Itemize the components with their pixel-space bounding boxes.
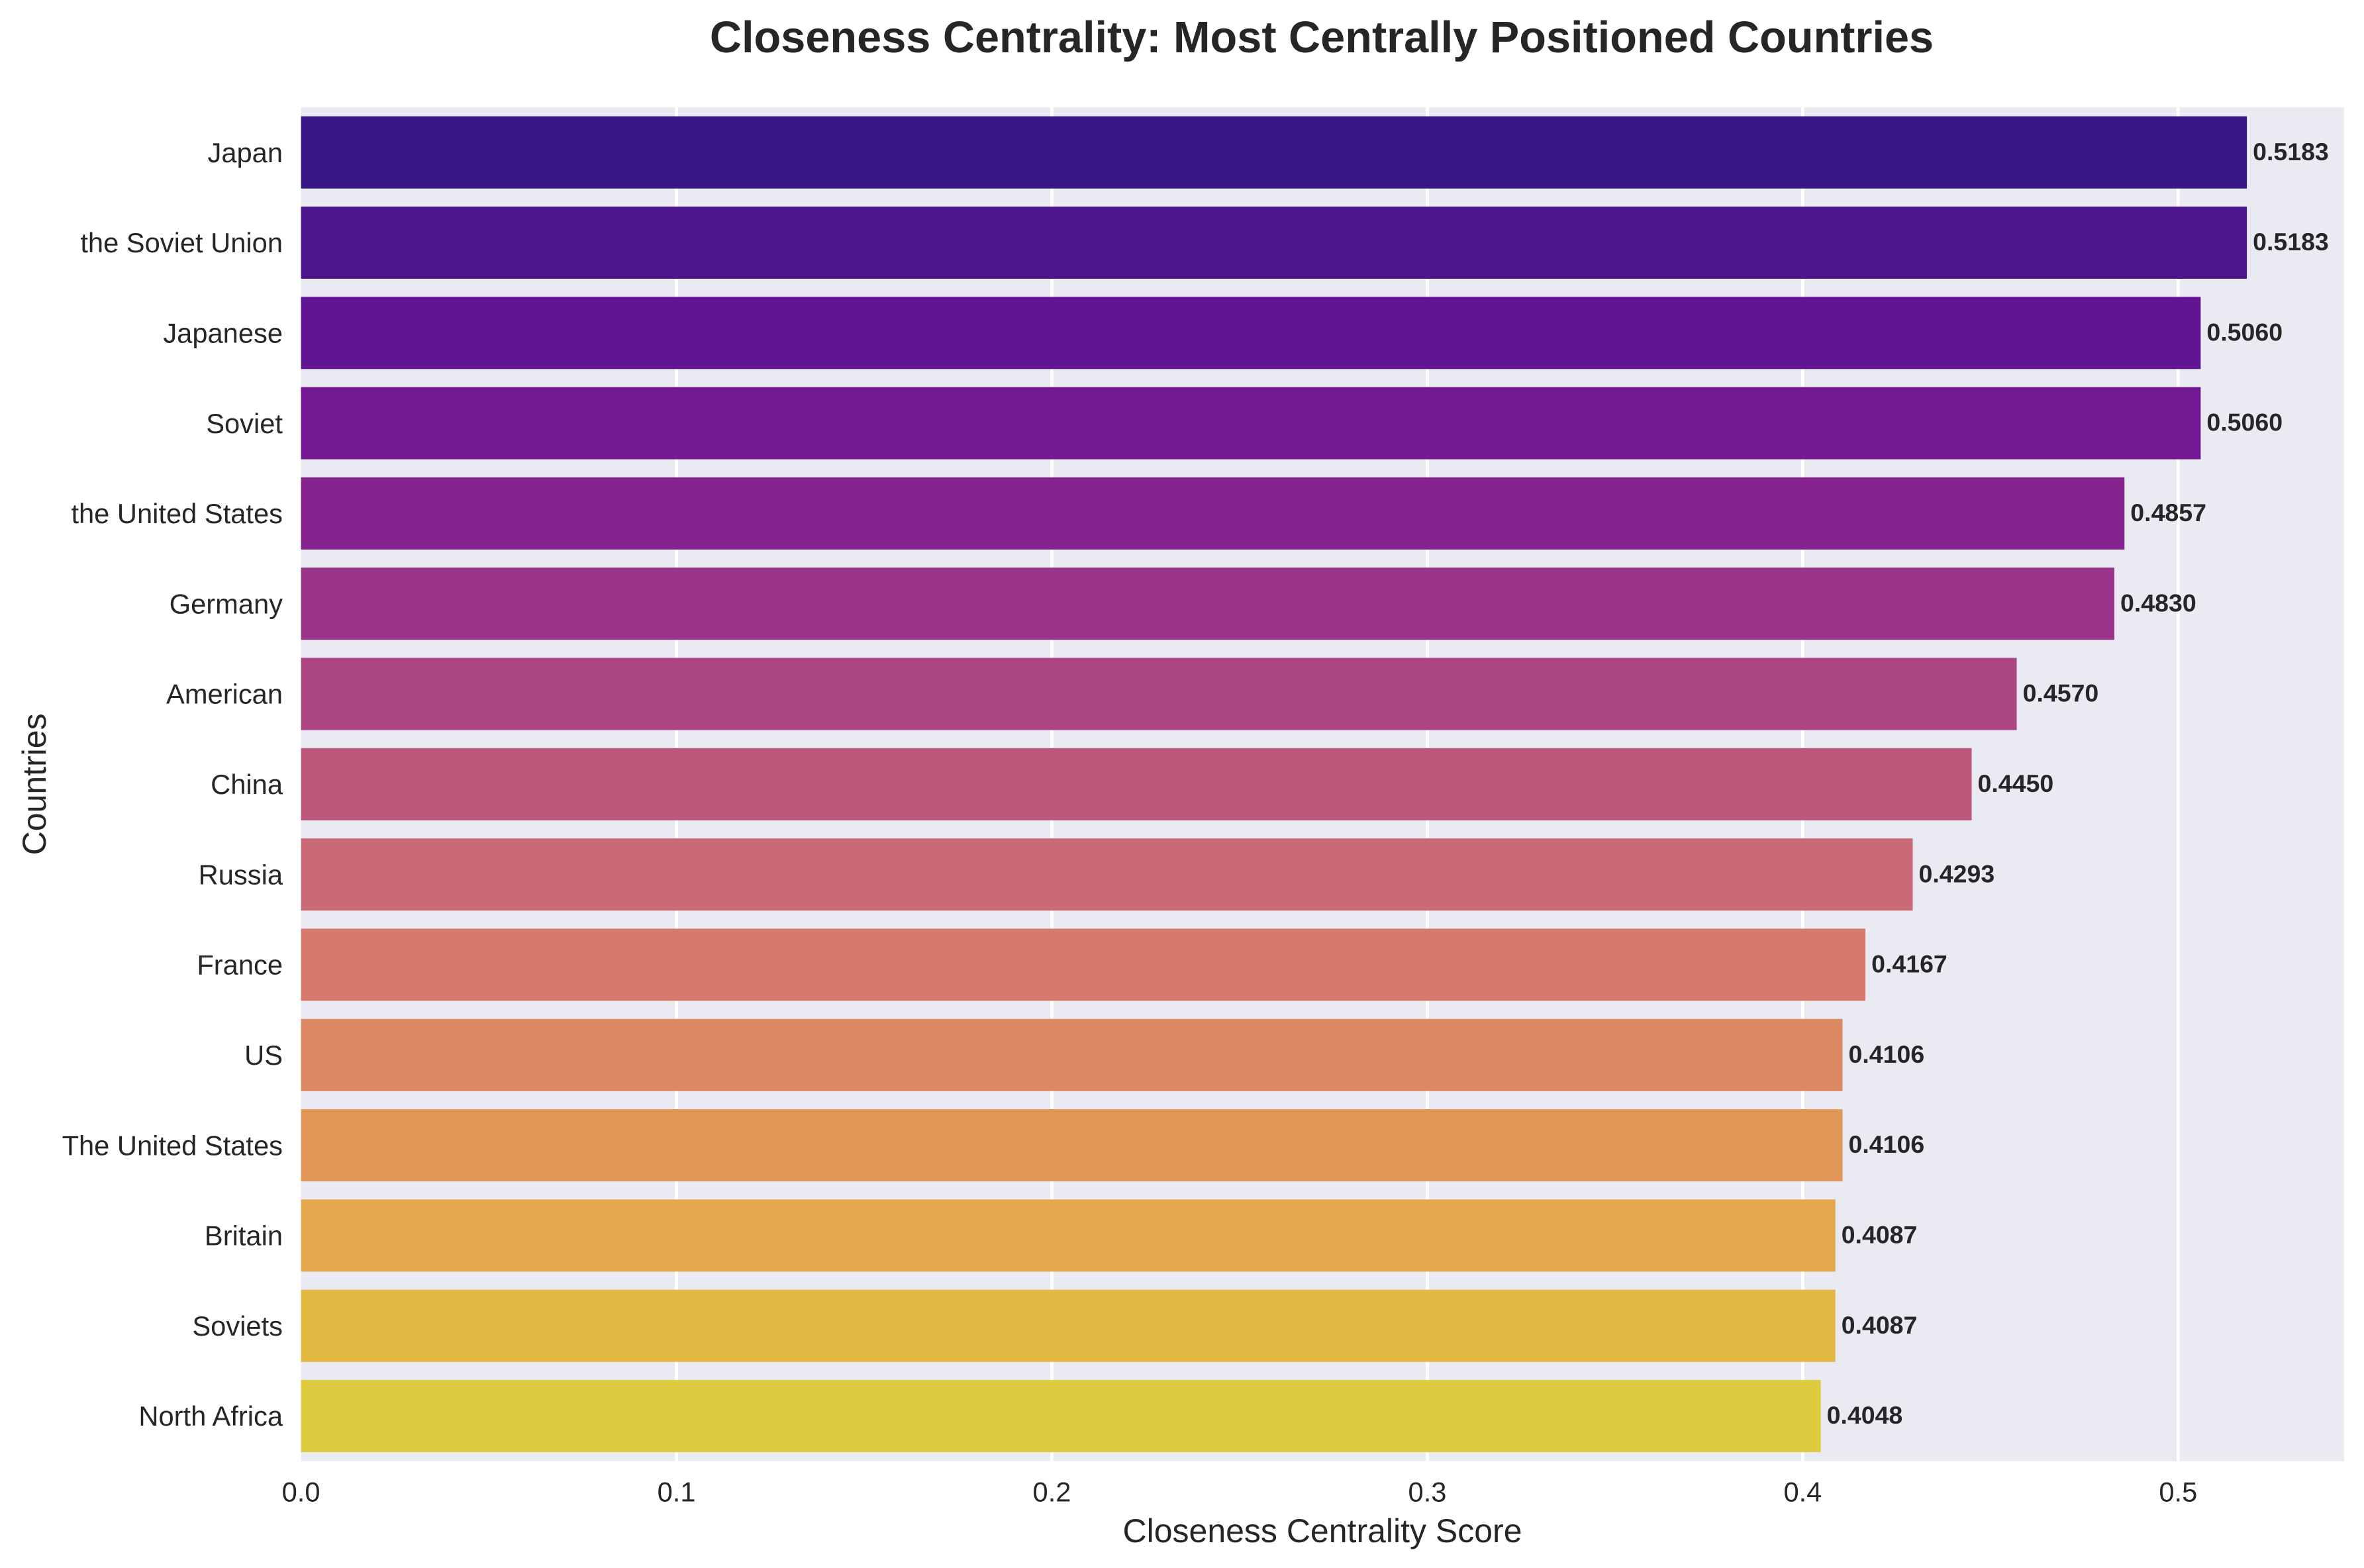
svg-text:0.5: 0.5	[2159, 1477, 2197, 1508]
svg-text:0.4570: 0.4570	[2023, 679, 2099, 707]
svg-text:Closeness Centrality: Most Cen: Closeness Centrality: Most Centrally Pos…	[710, 13, 1934, 62]
svg-text:North Africa: North Africa	[138, 1400, 283, 1432]
svg-text:Soviet: Soviet	[206, 408, 283, 439]
svg-text:0.5183: 0.5183	[2253, 138, 2329, 166]
svg-text:0.4167: 0.4167	[1871, 950, 1947, 978]
svg-text:0.5060: 0.5060	[2206, 318, 2283, 346]
svg-text:American: American	[166, 679, 283, 710]
svg-text:0.4830: 0.4830	[2120, 589, 2196, 616]
svg-text:0.5060: 0.5060	[2206, 409, 2283, 436]
svg-text:Russia: Russia	[199, 859, 283, 890]
svg-text:0.4293: 0.4293	[1919, 859, 1995, 887]
svg-text:0.4087: 0.4087	[1842, 1311, 1918, 1339]
svg-text:0.4857: 0.4857	[2130, 499, 2206, 526]
svg-text:0.4: 0.4	[1783, 1477, 1822, 1508]
svg-text:0.2: 0.2	[1033, 1477, 1071, 1508]
svg-text:Japanese: Japanese	[163, 318, 283, 349]
svg-text:the United States: the United States	[71, 498, 283, 529]
svg-text:0.4106: 0.4106	[1849, 1040, 1925, 1068]
svg-text:0.4087: 0.4087	[1842, 1221, 1918, 1249]
svg-text:Closeness Centrality Score: Closeness Centrality Score	[1122, 1512, 1522, 1549]
svg-text:Germany: Germany	[170, 588, 283, 619]
svg-text:the Soviet Union: the Soviet Union	[80, 227, 283, 258]
svg-text:Soviets: Soviets	[192, 1310, 283, 1342]
svg-text:France: France	[197, 950, 283, 981]
svg-text:US: US	[244, 1040, 283, 1071]
svg-text:0.4048: 0.4048	[1827, 1401, 1903, 1429]
svg-text:Japan: Japan	[208, 137, 283, 168]
svg-text:0.1: 0.1	[658, 1477, 696, 1508]
svg-text:China: China	[211, 769, 283, 800]
svg-text:Countries: Countries	[16, 713, 53, 855]
svg-text:Britain: Britain	[205, 1220, 283, 1251]
svg-text:0.5183: 0.5183	[2253, 228, 2329, 256]
svg-text:0.4106: 0.4106	[1849, 1130, 1925, 1158]
svg-text:The United States: The United States	[62, 1130, 283, 1161]
svg-text:0.4450: 0.4450	[1978, 769, 2054, 797]
svg-text:0.3: 0.3	[1408, 1477, 1447, 1508]
svg-text:0.0: 0.0	[282, 1477, 320, 1508]
